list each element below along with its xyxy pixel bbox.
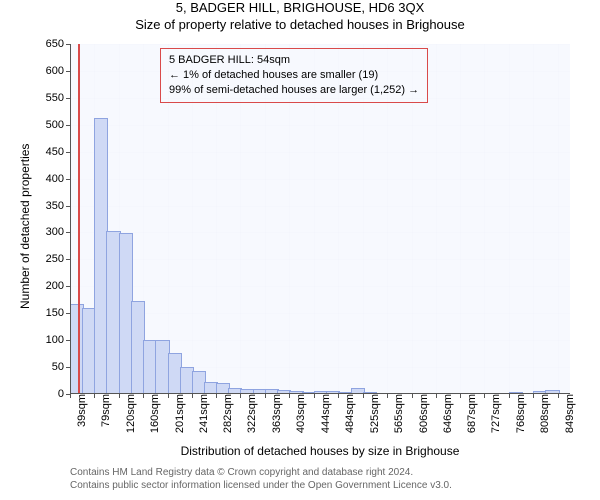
gridline-v — [509, 44, 510, 394]
x-tick-mark — [363, 394, 364, 398]
x-tick-label: 808sqm — [533, 394, 551, 433]
x-tick-label: 79sqm — [94, 394, 112, 427]
gridline-v — [558, 44, 559, 394]
x-tick-label: 768sqm — [509, 394, 527, 433]
annotation-line-3: 99% of semi-detached houses are larger (… — [169, 83, 419, 98]
y-axis-line — [70, 44, 71, 394]
x-tick-mark — [314, 394, 315, 398]
gridline-h — [70, 152, 570, 153]
x-tick-label: 363sqm — [265, 394, 283, 433]
x-tick-mark — [143, 394, 144, 398]
y-axis-title: Number of detached properties — [18, 144, 32, 309]
gridline-h — [70, 259, 570, 260]
x-tick-label: 646sqm — [436, 394, 454, 433]
gridline-v — [533, 44, 534, 394]
attribution: Contains HM Land Registry data © Crown c… — [70, 466, 452, 492]
x-tick-label: 606sqm — [412, 394, 430, 433]
x-tick-mark — [70, 394, 71, 398]
x-axis-title: Distribution of detached houses by size … — [70, 444, 570, 458]
annotation-line-1: 5 BADGER HILL: 54sqm — [169, 53, 419, 68]
x-tick-mark — [533, 394, 534, 398]
chart-area: 5 BADGER HILL: 54sqm ← 1% of detached ho… — [70, 44, 570, 394]
gridline-h — [70, 206, 570, 207]
gridline-h — [70, 232, 570, 233]
gridline-v — [436, 44, 437, 394]
x-tick-mark — [265, 394, 266, 398]
x-tick-label: 403sqm — [289, 394, 307, 433]
x-tick-mark — [119, 394, 120, 398]
gridline-h — [70, 286, 570, 287]
gridline-h — [70, 179, 570, 180]
x-tick-label: 849sqm — [558, 394, 576, 433]
x-tick-label: 322sqm — [240, 394, 258, 433]
x-tick-mark — [484, 394, 485, 398]
x-tick-label: 444sqm — [314, 394, 332, 433]
x-tick-label: 484sqm — [338, 394, 356, 433]
gridline-v — [460, 44, 461, 394]
gridline-v — [484, 44, 485, 394]
x-tick-mark — [460, 394, 461, 398]
x-tick-label: 282sqm — [216, 394, 234, 433]
x-axis-line — [70, 393, 570, 394]
reference-line — [78, 44, 80, 394]
chart-title: 5, BADGER HILL, BRIGHOUSE, HD6 3QX — [0, 0, 600, 15]
x-tick-label: 687sqm — [460, 394, 478, 433]
x-tick-mark — [240, 394, 241, 398]
x-tick-mark — [192, 394, 193, 398]
x-tick-label: 727sqm — [484, 394, 502, 433]
x-tick-label: 160sqm — [143, 394, 161, 433]
gridline-h — [70, 313, 570, 314]
attribution-line-1: Contains HM Land Registry data © Crown c… — [70, 466, 452, 479]
x-tick-mark — [168, 394, 169, 398]
chart-subtitle: Size of property relative to detached ho… — [0, 17, 600, 32]
x-tick-mark — [289, 394, 290, 398]
x-tick-label: 241sqm — [192, 394, 210, 433]
attribution-line-2: Contains public sector information licen… — [70, 479, 452, 492]
x-tick-label: 201sqm — [168, 394, 186, 433]
x-tick-mark — [509, 394, 510, 398]
x-tick-mark — [412, 394, 413, 398]
x-tick-label: 525sqm — [363, 394, 381, 433]
x-tick-mark — [216, 394, 217, 398]
x-tick-mark — [94, 394, 95, 398]
x-tick-mark — [338, 394, 339, 398]
x-tick-label: 120sqm — [119, 394, 137, 433]
gridline-h — [70, 125, 570, 126]
x-tick-mark — [558, 394, 559, 398]
annotation-line-2: ← 1% of detached houses are smaller (19) — [169, 68, 419, 83]
gridline-h — [70, 44, 570, 45]
annotation-box: 5 BADGER HILL: 54sqm ← 1% of detached ho… — [160, 48, 428, 103]
x-tick-label: 39sqm — [70, 394, 88, 427]
x-tick-mark — [436, 394, 437, 398]
x-tick-label: 565sqm — [387, 394, 405, 433]
x-tick-mark — [387, 394, 388, 398]
